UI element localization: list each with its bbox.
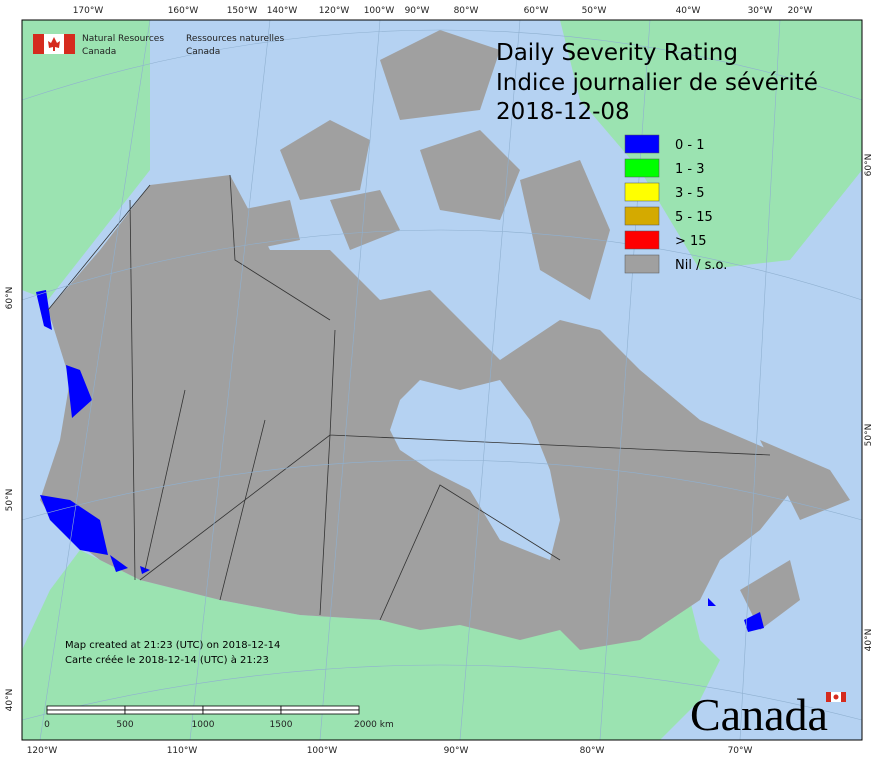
scale-bar: 0 500 1000 1500 2000 km [44,705,394,730]
scale-label: 1500 [270,720,293,730]
bottom-label: 100°W [307,746,338,756]
scale-segment [46,709,126,715]
legend-swatch [624,254,660,274]
left-label: 50°N [5,489,15,512]
top-label: 40°W [676,6,701,16]
right-label: 50°N [864,424,874,447]
logo: Natural Resources Canada Ressources natu… [33,34,285,57]
scale-label: 2000 km [354,720,394,730]
bottom-label: 90°W [444,746,469,756]
greenland [560,20,862,270]
legend-swatch [624,182,660,202]
scale-label: 500 [116,720,133,730]
left-label: 40°N [5,689,15,712]
scale-segment [280,705,360,711]
united-states [22,550,720,740]
top-label: 120°W [319,6,350,16]
scale-segment [202,705,282,711]
top-label: 60°W [524,6,549,16]
legend-label: 3 - 5 [675,186,705,201]
bottom-label: 80°W [580,746,605,756]
legend-swatch [624,230,660,250]
wordmark-flag [833,694,839,700]
graticule-labels: 170°W 160°W 150°W 140°W 120°W 100°W 90°W 80°W 60… [5,6,874,756]
legend-swatch [624,206,660,226]
scale-segment [280,709,360,715]
legend-label: 1 - 3 [675,162,705,177]
title: Daily Severity Rating [496,40,738,66]
maple-leaf [48,37,60,51]
date: 2018-12-08 [496,99,630,125]
top-label: 90°W [405,6,430,16]
flag-bar [33,34,44,54]
wordmark: Canada [690,689,828,740]
bottom-label: 120°W [27,746,58,756]
top-label: 170°W [73,6,104,16]
legend-label: 0 - 1 [675,138,705,153]
logo-text: Ressources naturelles [186,34,285,44]
legend-label: > 15 [675,234,707,249]
map [21,19,863,741]
scale-segment [202,709,282,715]
bottom-label: 70°W [728,746,753,756]
boundaries [47,174,771,621]
top-label: 30°W [748,6,773,16]
logo-text: Natural Resources [82,34,164,44]
right-label: 60°N [864,154,874,177]
top-label: 20°W [788,6,813,16]
arctic-islands [240,30,850,630]
top-label: 50°W [582,6,607,16]
flag-bar [64,34,75,54]
graticule [21,19,863,741]
legend-label: 5 - 15 [675,210,713,225]
scale-segment [46,705,126,711]
legend-swatch [624,158,660,178]
logo-text: Canada [82,47,116,57]
legend-swatch [624,134,660,154]
scale-label: 0 [44,720,50,730]
top-label: 100°W [364,6,395,16]
top-label: 150°W [227,6,258,16]
subtitle: Indice journalier de sévérité [496,70,818,96]
created-note: Map created at 21:23 (UTC) on 2018-12-14 [65,640,280,651]
logo-text: Canada [186,47,220,57]
created-note: Carte créée le 2018-12-14 (UTC) à 21:23 [65,654,269,666]
scale-segment [124,709,204,715]
top-label: 140°W [267,6,298,16]
map-frame [21,19,863,741]
hudson-bay [390,380,560,560]
top-label: 160°W [168,6,199,16]
top-label: 80°W [454,6,479,16]
scale-segment [124,705,204,711]
legend: 0 - 1 1 - 3 3 - 5 5 - 15 > 15 Nil / s.o. [624,134,727,274]
right-label: 40°N [864,629,874,652]
scale-label: 1000 [192,720,215,730]
bottom-label: 110°W [167,746,198,756]
left-label: 60°N [5,287,15,310]
legend-label: Nil / s.o. [675,258,727,273]
